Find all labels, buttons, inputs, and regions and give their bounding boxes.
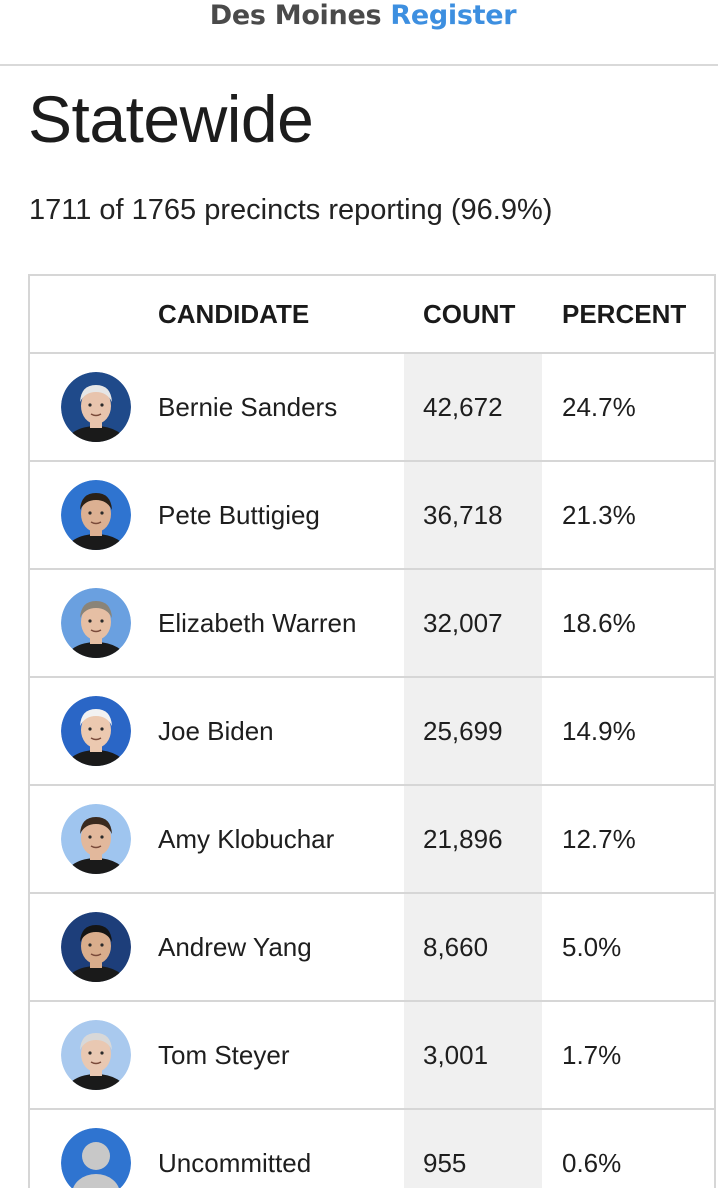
candidate-avatar	[61, 696, 131, 766]
vote-count: 32,007	[404, 570, 542, 676]
table-row: Andrew Yang 8,660 5.0%	[30, 892, 714, 1000]
candidate-name: Amy Klobuchar	[158, 823, 335, 854]
vote-percent: 14.9%	[562, 715, 636, 746]
brand-name-part2: Register	[390, 0, 517, 31]
table-body: Bernie Sanders 42,672 24.7% Pete Buttigieg 3…	[30, 352, 714, 1188]
table-row: Tom Steyer 3,001 1.7%	[30, 1000, 714, 1108]
vote-percent: 5.0%	[562, 931, 622, 962]
table-row: Pete Buttigieg 36,718 21.3%	[30, 460, 714, 568]
vote-percent: 18.6%	[562, 607, 636, 638]
vote-percent: 24.7%	[562, 391, 636, 422]
photo-cell	[30, 894, 158, 1000]
candidate-name: Elizabeth Warren	[158, 607, 357, 638]
candidate-avatar	[61, 912, 131, 982]
header-candidate: CANDIDATE	[158, 298, 310, 329]
candidate-name: Uncommitted	[158, 1147, 312, 1178]
masthead: Des Moines Register	[0, 0, 718, 66]
results-table: CANDIDATE COUNT PERCENT Bernie Sanders 42…	[28, 274, 716, 1188]
photo-cell	[30, 786, 158, 892]
table-header-row: CANDIDATE COUNT PERCENT	[30, 276, 714, 352]
vote-percent: 21.3%	[562, 499, 636, 530]
vote-count: 36,718	[404, 462, 542, 568]
person-placeholder-icon	[61, 1128, 131, 1188]
header-percent: PERCENT	[562, 298, 687, 329]
candidate-avatar	[61, 480, 131, 550]
table-row: Amy Klobuchar 21,896 12.7%	[30, 784, 714, 892]
vote-count: 42,672	[404, 354, 542, 460]
candidate-name: Joe Biden	[158, 715, 274, 746]
table-row: Uncommitted 955 0.6%	[30, 1108, 714, 1188]
candidate-name: Bernie Sanders	[158, 391, 338, 422]
vote-count: 25,699	[404, 678, 542, 784]
vote-count: 955	[404, 1110, 542, 1188]
photo-cell	[30, 570, 158, 676]
vote-percent: 0.6%	[562, 1147, 622, 1178]
header-photo-cell	[30, 276, 158, 352]
vote-percent: 1.7%	[562, 1039, 622, 1070]
candidate-name: Andrew Yang	[158, 931, 312, 962]
candidate-name: Pete Buttigieg	[158, 499, 320, 530]
candidate-name: Tom Steyer	[158, 1039, 290, 1070]
photo-cell	[30, 354, 158, 460]
photo-cell	[30, 1110, 158, 1188]
precincts-reporting: 1711 of 1765 precincts reporting (96.9%)	[29, 194, 553, 226]
table-row: Elizabeth Warren 32,007 18.6%	[30, 568, 714, 676]
photo-cell	[30, 1002, 158, 1108]
page-title: Statewide	[28, 82, 314, 156]
vote-count: 21,896	[404, 786, 542, 892]
vote-count: 3,001	[404, 1002, 542, 1108]
brand-name-part1: Des Moines	[209, 0, 382, 31]
vote-count: 8,660	[404, 894, 542, 1000]
brand-logo[interactable]: Des Moines Register	[202, 0, 517, 32]
vote-percent: 12.7%	[562, 823, 636, 854]
table-row: Joe Biden 25,699 14.9%	[30, 676, 714, 784]
candidate-avatar	[61, 1020, 131, 1090]
candidate-avatar	[61, 588, 131, 658]
photo-cell	[30, 462, 158, 568]
candidate-avatar	[61, 804, 131, 874]
header-count: COUNT	[423, 298, 516, 329]
photo-cell	[30, 678, 158, 784]
table-row: Bernie Sanders 42,672 24.7%	[30, 352, 714, 460]
candidate-avatar	[61, 372, 131, 442]
